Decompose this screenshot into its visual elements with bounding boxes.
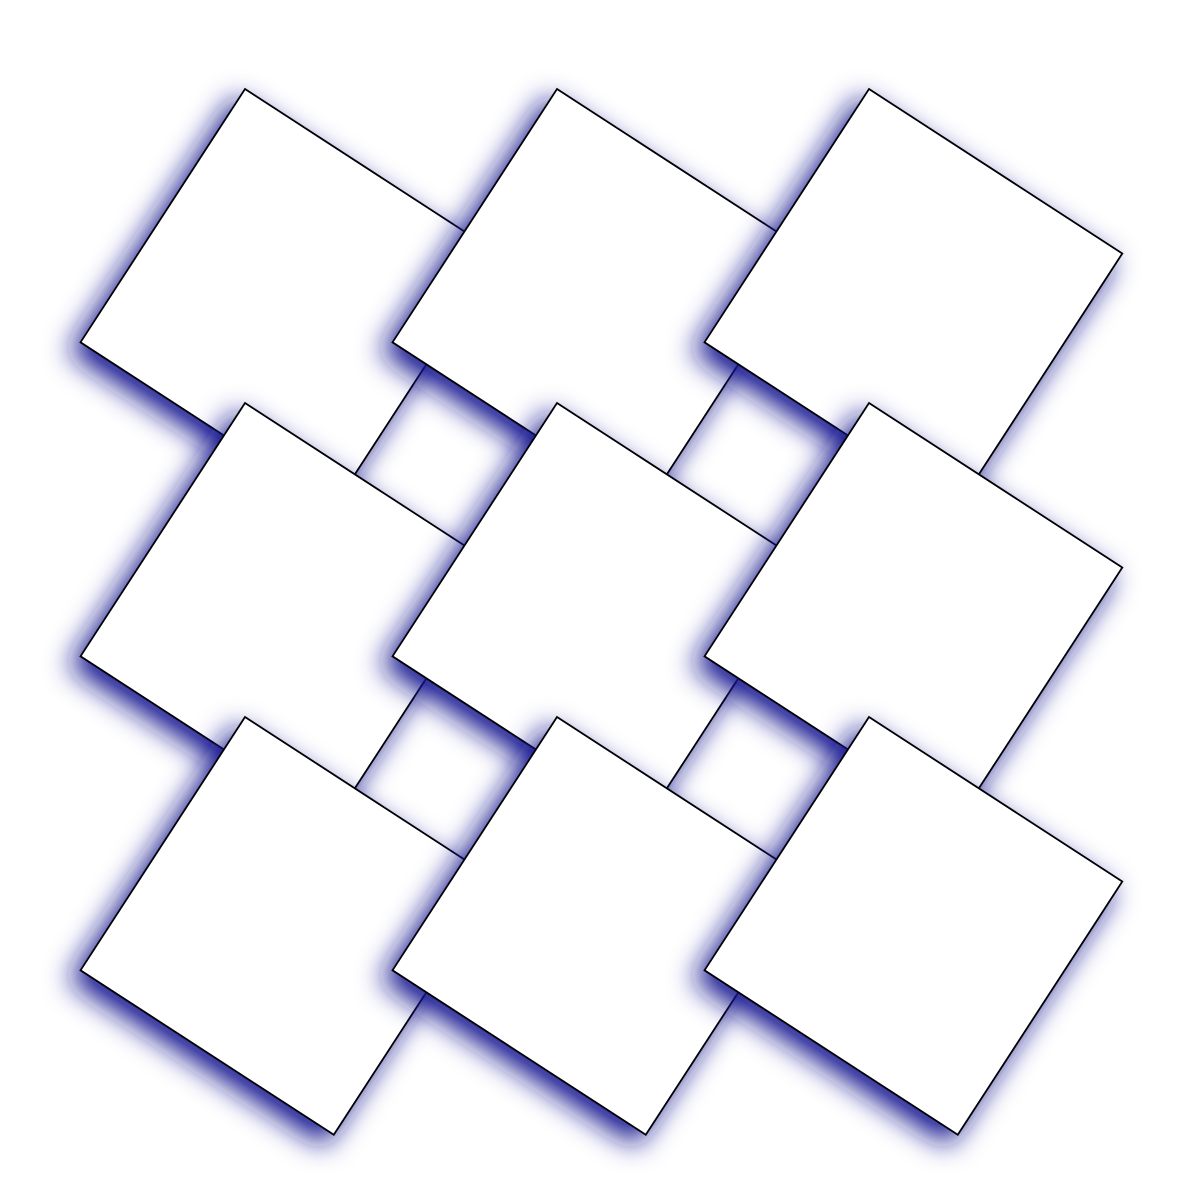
tile-r3-c3: [703, 715, 1124, 1137]
tile-r3-c2: [391, 715, 812, 1137]
tile-r3-c1: [79, 715, 500, 1137]
tile-group: [79, 87, 1124, 1137]
